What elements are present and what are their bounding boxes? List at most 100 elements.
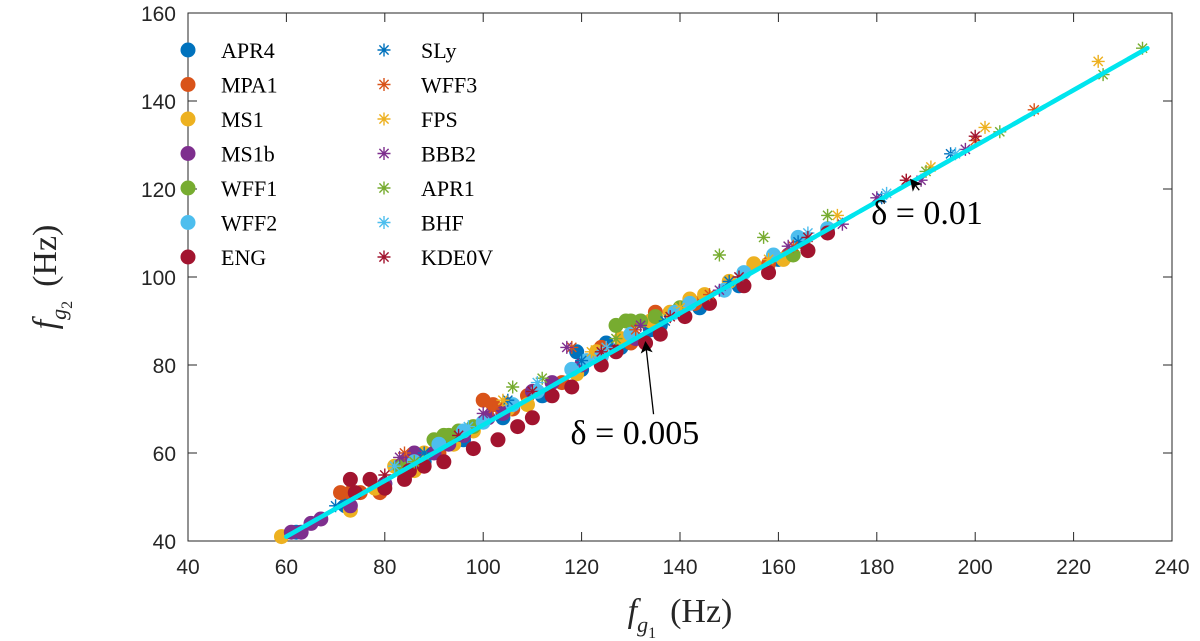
legend-label: BHF <box>421 211 464 236</box>
legend-label: WFF1 <box>221 176 277 201</box>
legend-item-apr1: APR1 <box>377 176 475 201</box>
y-axis-label: fg2(Hz) <box>27 225 76 330</box>
data-point <box>599 340 613 354</box>
legend-item-wff2: WFF2 <box>180 211 277 236</box>
legend-label: MS1 <box>221 107 264 132</box>
data-point <box>949 147 962 161</box>
legend-label: FPS <box>421 107 458 132</box>
data-point <box>668 305 682 319</box>
data-point <box>388 459 402 473</box>
legend-item-ms1b: MS1b <box>180 142 275 167</box>
data-point <box>870 191 884 205</box>
data-point <box>791 235 805 249</box>
data-point <box>362 471 378 487</box>
data-point <box>544 388 560 404</box>
data-point <box>496 393 510 407</box>
data-point <box>564 379 580 395</box>
data-point <box>524 410 540 426</box>
legend-label: APR4 <box>221 38 275 63</box>
legend-marker <box>180 77 196 92</box>
data-point <box>506 380 520 394</box>
data-point <box>530 376 544 390</box>
data-point <box>329 499 343 513</box>
legend-label: BBB2 <box>421 142 476 167</box>
legend-label: MS1b <box>221 142 275 167</box>
data-point <box>560 340 574 354</box>
data-point <box>378 468 392 482</box>
data-point <box>924 160 938 174</box>
x-axis-label: fg1(Hz) <box>628 593 733 641</box>
legend-label: MPA1 <box>221 73 278 98</box>
annotation-arrow-delta-0.01 <box>909 178 923 192</box>
x-tick-label: 200 <box>958 556 993 579</box>
data-point <box>880 186 894 200</box>
legend-marker <box>180 215 196 230</box>
data-point <box>629 323 643 337</box>
x-tick-label: 60 <box>275 556 298 579</box>
data-point <box>525 384 539 398</box>
y-tick-label: 140 <box>141 91 176 114</box>
legend-marker <box>180 180 196 196</box>
data-point <box>722 274 736 288</box>
data-point <box>800 243 816 259</box>
legend-label: KDE0V <box>421 245 493 270</box>
data-point <box>486 402 500 416</box>
y-tick-label: 120 <box>141 179 176 202</box>
x-tick-label: 240 <box>1154 556 1189 579</box>
legend-item-ms1: MS1 <box>180 107 264 132</box>
legend-marker <box>377 112 391 126</box>
data-point <box>510 419 526 435</box>
legend-item-fps: FPS <box>377 107 458 132</box>
legend-label: ENG <box>221 245 266 270</box>
y-tick-label: 60 <box>153 443 176 466</box>
legend-marker <box>377 147 391 160</box>
legend-item-eng: ENG <box>180 245 266 270</box>
data-point <box>712 248 726 262</box>
data-point <box>673 301 687 315</box>
legend-item-bhf: BHF <box>377 211 464 236</box>
legend-label: APR1 <box>421 176 475 201</box>
annotation-label-delta-0.01: δ = 0.01 <box>871 195 983 232</box>
data-point <box>476 406 490 420</box>
data-point <box>762 252 776 266</box>
annotation-arrow-delta-0.005 <box>640 341 655 415</box>
data-point <box>732 270 746 284</box>
y-tick-label: 100 <box>141 267 176 290</box>
legend-marker <box>377 43 391 57</box>
data-point <box>436 454 452 470</box>
y-tick-label: 80 <box>153 355 176 378</box>
legend-item-wff3: WFF3 <box>377 73 477 98</box>
legend-label: WFF3 <box>421 73 477 98</box>
data-point <box>609 332 623 346</box>
annotation-label-delta-0.005: δ = 0.005 <box>571 415 700 452</box>
legend-marker <box>377 78 391 91</box>
annotations: δ = 0.005 δ = 0.01 <box>571 178 983 452</box>
y-tick-label: 160 <box>141 3 176 26</box>
data-point <box>652 326 668 342</box>
legend-item-bbb2: BBB2 <box>377 142 476 167</box>
x-tick-label: 140 <box>662 556 697 579</box>
data-point <box>801 230 815 244</box>
data-point <box>584 345 598 359</box>
legend-label: WFF2 <box>221 211 277 236</box>
x-tick-label: 40 <box>176 556 199 579</box>
data-point <box>781 239 795 253</box>
data-point <box>736 278 752 294</box>
data-point <box>830 208 844 222</box>
data-point <box>821 208 835 222</box>
legend-marker <box>377 250 391 264</box>
data-point <box>490 432 506 448</box>
legend-item-apr4: APR4 <box>180 38 275 63</box>
data-point <box>417 446 431 460</box>
legend-marker <box>377 216 391 229</box>
data-point <box>575 354 589 368</box>
plot-area <box>187 12 1173 542</box>
legend-marker <box>180 249 196 265</box>
legend: APR4 MPA1 MS1 MS1b WFF1 WFF2 ENG SLy WFF3 FPS BBB2… <box>180 38 493 270</box>
data-point <box>968 129 982 143</box>
x-tick-label: 180 <box>859 556 894 579</box>
data-point <box>978 120 992 134</box>
data-point <box>1091 54 1105 68</box>
data-point <box>899 173 913 187</box>
